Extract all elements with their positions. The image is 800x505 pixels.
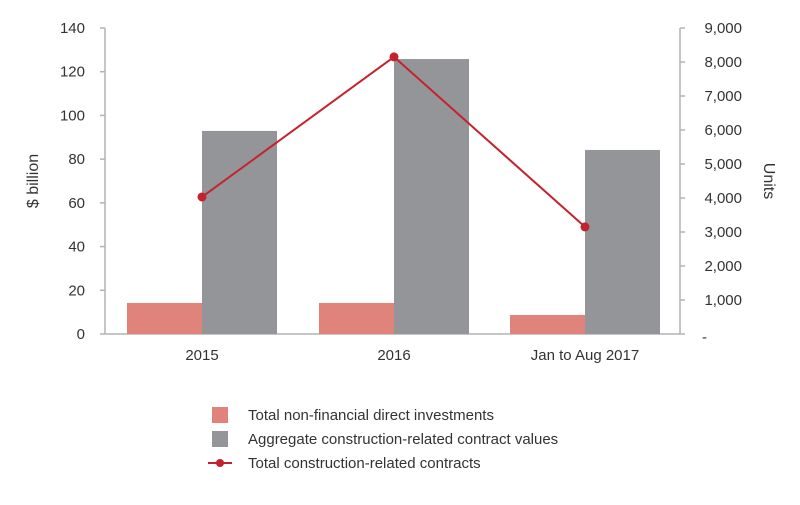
legend-swatch-pink: [212, 407, 228, 423]
line-point: [389, 52, 399, 62]
bar-direct-investments: [510, 314, 585, 334]
right-axis-tick-label: 5,000: [704, 156, 742, 173]
bar-direct-investments: [127, 302, 202, 334]
left-axis-tick-label: 60: [68, 195, 85, 212]
bar-contract-values: [585, 149, 660, 334]
left-axis-tick-label: 40: [68, 239, 85, 256]
legend-item-direct-investments: Total non-financial direct investments: [208, 403, 558, 427]
right-axis-tick-label: -: [702, 329, 707, 346]
bars: [127, 59, 660, 335]
x-axis-labels: 2015 2016 Jan to Aug 2017: [185, 347, 639, 364]
right-axis-tick-label: 4,000: [704, 190, 742, 207]
line-point: [580, 222, 590, 232]
line-series: [197, 52, 590, 232]
left-axis-tick-label: 20: [68, 282, 85, 299]
right-axis-title: Units: [760, 163, 777, 199]
line-point: [197, 192, 207, 202]
left-axis-tick-label: 120: [60, 64, 85, 81]
legend-label: Total non-financial direct investments: [248, 406, 494, 424]
legend-label: Aggregate construction-related contract …: [248, 430, 559, 448]
bar-direct-investments: [319, 302, 394, 334]
bar-contract-values: [202, 130, 277, 334]
right-axis: - 1,000 2,000 3,000 4,000 5,000 6,000 7,000 8,00…: [679, 20, 742, 346]
left-axis-tick-label: 80: [68, 151, 85, 168]
x-axis-label: 2016: [377, 347, 410, 364]
bar-contract-values: [394, 59, 469, 335]
left-axis-tick-label: 140: [60, 20, 85, 37]
legend-swatch-gray: [212, 431, 228, 447]
legend-item-contract-values: Aggregate construction-related contract …: [208, 427, 558, 451]
legend-line-marker-icon: [208, 455, 232, 471]
left-axis-tick-label: 100: [60, 107, 85, 124]
left-axis-title: $ billion: [25, 154, 42, 208]
legend: Total non-financial direct investments A…: [208, 403, 558, 475]
right-axis-tick-label: 3,000: [704, 224, 742, 241]
x-axis-label: 2015: [185, 347, 218, 364]
right-axis-tick-label: 8,000: [704, 54, 742, 71]
legend-label: Total construction-related contracts: [248, 454, 481, 472]
right-axis-tick-label: 2,000: [704, 258, 742, 275]
chart: 0 20 40 60 80 100 120 140 - 1,000 2,000 3,000 4,000…: [25, 20, 777, 364]
right-axis-tick-label: 7,000: [704, 88, 742, 105]
left-axis-tick-label: 0: [77, 326, 85, 343]
legend-item-contracts: Total construction-related contracts: [208, 451, 558, 475]
right-axis-tick-label: 6,000: [704, 122, 742, 139]
x-axis-label: Jan to Aug 2017: [531, 347, 639, 364]
right-axis-tick-label: 9,000: [704, 20, 742, 37]
right-axis-tick-label: 1,000: [704, 292, 742, 309]
